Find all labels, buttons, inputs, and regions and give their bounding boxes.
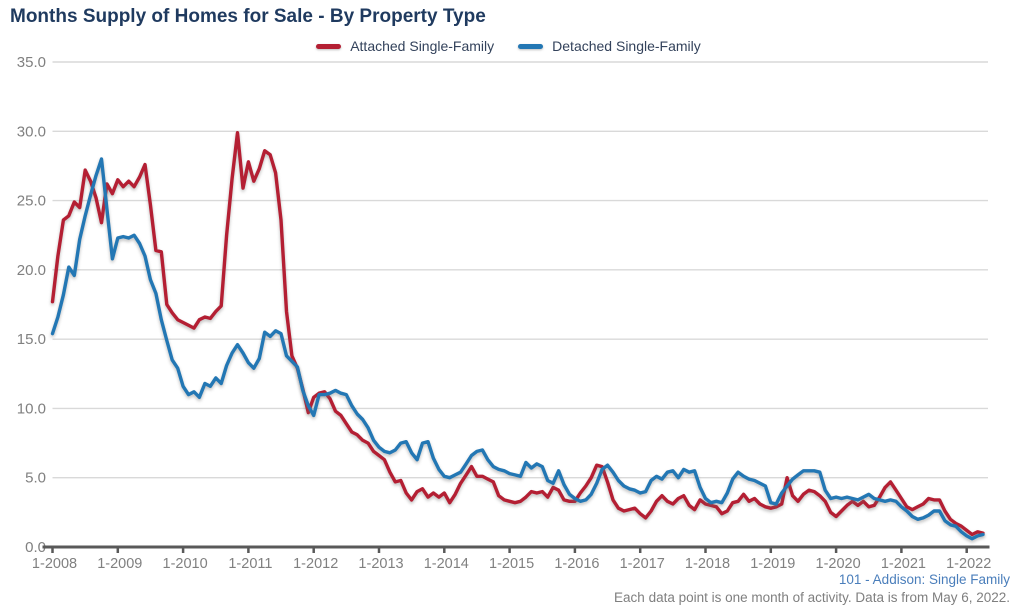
x-axis-tick-label: 1-2018: [685, 556, 730, 572]
x-axis-tick-label: 1-2014: [424, 556, 469, 572]
y-axis-tick-label: 25.0: [17, 193, 46, 210]
x-axis-tick-label: 1-2022: [946, 556, 991, 572]
chart-footer: 101 - Addison: Single Family Each data p…: [614, 571, 1010, 607]
x-axis-tick-label: 1-2008: [32, 556, 77, 572]
y-axis-tick-label: 5.0: [25, 470, 46, 487]
x-axis-tick-label: 1-2016: [554, 556, 599, 572]
x-axis-tick-label: 1-2021: [881, 556, 926, 572]
x-axis-tick-label: 1-2015: [489, 556, 534, 572]
legend-item-attached[interactable]: Attached Single-Family: [316, 38, 494, 54]
legend-item-detached[interactable]: Detached Single-Family: [518, 38, 701, 54]
y-axis-tick-label: 35.0: [17, 54, 46, 71]
y-axis-tick-label: 10.0: [17, 400, 46, 417]
chart-legend: Attached Single-Family Detached Single-F…: [0, 38, 1017, 54]
y-axis-tick-label: 15.0: [17, 331, 46, 348]
footer-source-label: 101 - Addison: Single Family: [838, 572, 1010, 587]
y-axis-tick-label: 30.0: [17, 123, 46, 140]
x-axis-tick-label: 1-2019: [750, 556, 795, 572]
x-axis-tick-label: 1-2009: [97, 556, 142, 572]
series-line-attached: [50, 130, 985, 537]
x-axis-tick-label: 1-2011: [228, 556, 272, 572]
series-line-detached: [50, 157, 985, 541]
x-axis-tick-label: 1-2012: [293, 556, 338, 572]
footer-note: Each data point is one month of activity…: [614, 590, 1010, 606]
x-axis-tick-label: 1-2020: [816, 556, 861, 572]
x-axis-tick-label: 1-2017: [620, 556, 665, 572]
legend-swatch-detached-icon: [518, 43, 544, 49]
chart-title: Months Supply of Homes for Sale - By Pro…: [10, 6, 486, 27]
y-axis-tick-label: 20.0: [17, 262, 46, 279]
x-axis-tick-label: 1-2010: [163, 556, 208, 572]
legend-swatch-attached-icon: [316, 43, 342, 49]
y-axis-tick-label: 0.0: [25, 539, 46, 556]
legend-label-attached: Attached Single-Family: [350, 38, 495, 54]
legend-label-detached: Detached Single-Family: [552, 38, 701, 54]
x-axis-tick-label: 1-2013: [358, 556, 403, 572]
